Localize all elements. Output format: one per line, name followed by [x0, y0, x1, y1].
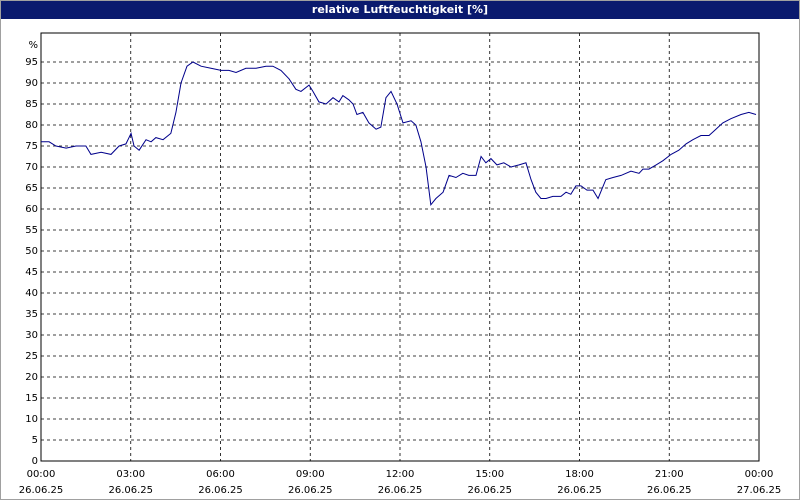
y-tick-label: 5: [32, 435, 38, 446]
y-tick-label: 65: [25, 183, 38, 194]
plot-frame: [40, 32, 760, 462]
y-tick-label: 60: [25, 204, 38, 215]
y-unit-label: %: [28, 40, 38, 51]
x-tick-label: 21:00: [655, 469, 684, 480]
chart-title: relative Luftfeuchtigkeit [%]: [1, 1, 799, 19]
x-tick-date: 26.06.25: [19, 485, 64, 496]
x-tick-label: 18:00: [565, 469, 594, 480]
x-tick-date: 26.06.25: [647, 485, 692, 496]
x-tick-date: 26.06.25: [378, 485, 423, 496]
x-tick-date: 26.06.25: [557, 485, 602, 496]
x-tick-date: 26.06.25: [288, 485, 333, 496]
y-tick-label: 55: [25, 225, 38, 236]
x-tick-label: 09:00: [296, 469, 325, 480]
x-tick-date: 26.06.25: [198, 485, 243, 496]
y-tick-label: 20: [25, 372, 38, 383]
y-tick-label: 80: [25, 120, 38, 131]
y-tick-label: 95: [25, 57, 38, 68]
x-tick-label: 12:00: [386, 469, 415, 480]
y-tick-label: 35: [25, 309, 38, 320]
y-tick-label: 85: [25, 99, 38, 110]
y-tick-label: 0: [32, 456, 38, 467]
y-tick-label: 75: [25, 141, 38, 152]
x-tick-label: 00:00: [745, 469, 774, 480]
y-tick-label: 50: [25, 246, 38, 257]
data-line: [41, 61, 757, 207]
x-tick-label: 03:00: [116, 469, 145, 480]
y-tick-label: 15: [25, 393, 38, 404]
x-tick-label: 15:00: [475, 469, 504, 480]
x-tick-date: 26.06.25: [108, 485, 153, 496]
x-tick-date: 26.06.25: [467, 485, 512, 496]
y-tick-label: 30: [25, 330, 38, 341]
x-tick-label: 06:00: [206, 469, 235, 480]
x-tick-date: 27.06.25: [737, 485, 782, 496]
y-tick-label: 10: [25, 414, 38, 425]
x-tick-label: 00:00: [27, 469, 56, 480]
y-tick-label: 70: [25, 162, 38, 173]
y-tick-label: 25: [25, 351, 38, 362]
y-tick-label: 90: [25, 78, 38, 89]
y-tick-label: 45: [25, 267, 38, 278]
y-tick-label: 40: [25, 288, 38, 299]
